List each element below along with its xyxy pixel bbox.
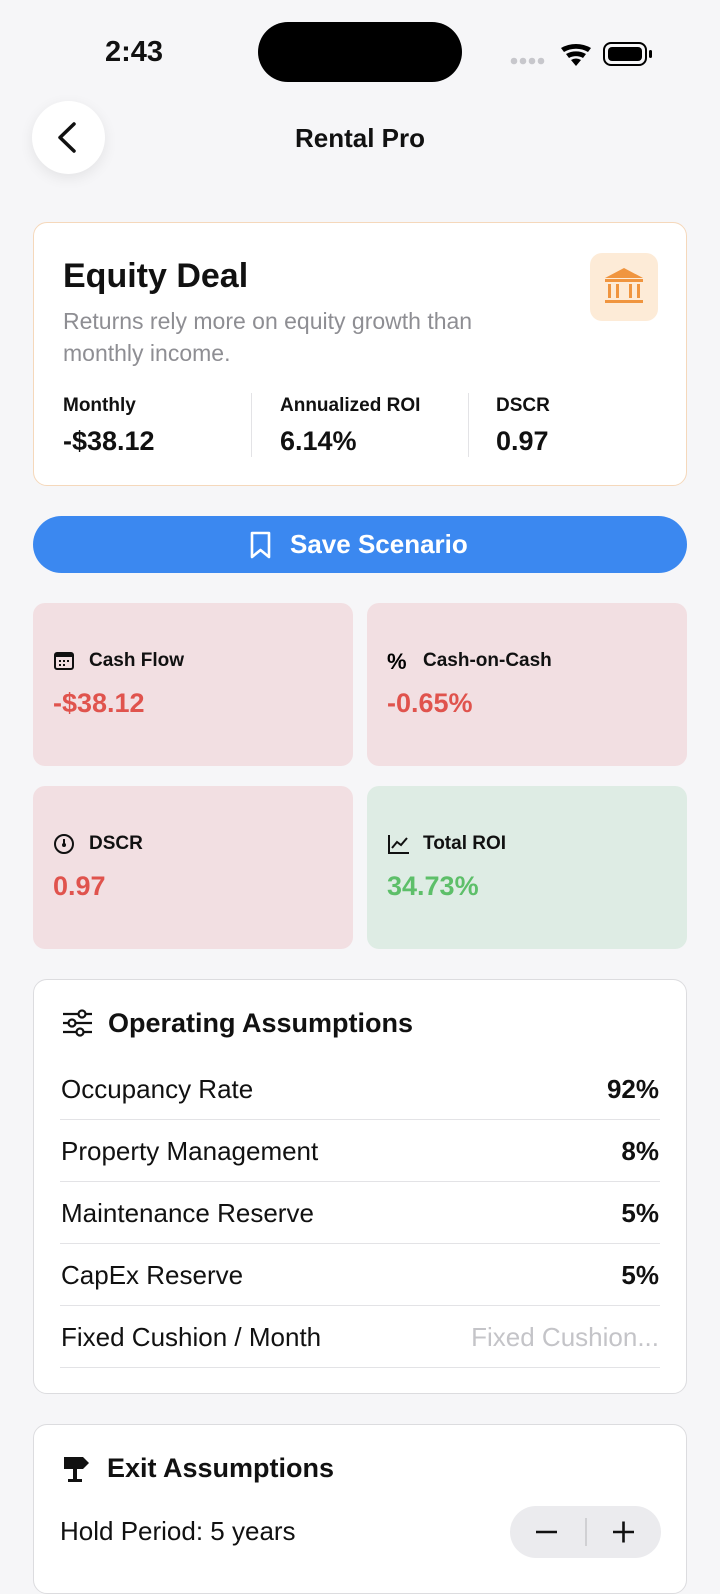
nav-title: Rental Pro <box>294 123 426 153</box>
status-time: 2:43 <box>105 36 164 68</box>
metric-card: DSCR 0.97 <box>33 786 353 949</box>
assumption-row[interactable]: Fixed Cushion / Month Fixed Cushion... <box>34 1322 686 1384</box>
metric-label: DSCR <box>89 833 143 854</box>
percent-icon: % <box>387 650 407 672</box>
divider <box>60 1367 660 1368</box>
status-icons <box>510 42 652 66</box>
stat-label: DSCR <box>496 395 550 416</box>
metric-value: -$38.12 <box>53 688 145 718</box>
section-title: Operating Assumptions <box>108 1008 414 1038</box>
input-placeholder: Fixed Cushion... <box>471 1322 659 1352</box>
metric-label: Cash Flow <box>89 650 185 671</box>
stat-value: -$38.12 <box>63 426 155 456</box>
stepper-icons <box>536 1518 634 1546</box>
divider <box>60 1243 660 1244</box>
sliders-icon <box>63 1009 92 1037</box>
calendar-icon <box>54 652 74 670</box>
row-label: CapEx Reserve <box>61 1260 244 1290</box>
metric-card: Cash Flow -$38.12 <box>33 603 353 766</box>
section-title: Exit Assumptions <box>107 1453 335 1483</box>
back-button[interactable] <box>32 101 105 174</box>
svg-text:%: % <box>387 650 407 672</box>
metric-label: Cash-on-Cash <box>423 650 552 671</box>
metric-value: 0.97 <box>53 871 106 901</box>
exit-card: Exit Assumptions Hold Period: 5 years <box>33 1424 687 1594</box>
deal-description: Returns rely more on equity growth than … <box>63 308 473 366</box>
row-label: Maintenance Reserve <box>61 1198 314 1228</box>
stat-label: Annualized ROI <box>280 395 421 416</box>
bookmark-icon <box>250 531 271 559</box>
metric-value: -0.65% <box>387 688 473 718</box>
chart-icon <box>388 835 409 854</box>
row-label: Occupancy Rate <box>61 1074 254 1104</box>
hold-period: Hold Period: 5 years <box>60 1516 296 1546</box>
dynamic-island <box>258 22 462 82</box>
assumption-row[interactable]: Property Management 8% <box>34 1136 686 1198</box>
stat-value: 6.14% <box>280 426 357 456</box>
signpost-icon <box>64 1457 89 1482</box>
metric-card: % Cash-on-Cash -0.65% <box>367 603 687 766</box>
stat-label: Monthly <box>63 395 136 416</box>
divider <box>251 393 252 457</box>
deal-icon <box>590 253 658 321</box>
stepper <box>510 1506 661 1558</box>
deal-card: Equity Deal Returns rely more on equity … <box>33 222 687 486</box>
back-icon <box>58 122 76 153</box>
metric-card: Total ROI 34.73% <box>367 786 687 949</box>
deal-title: Equity Deal <box>63 257 249 295</box>
assumption-row[interactable]: Maintenance Reserve 5% <box>34 1198 686 1260</box>
metric-label: Total ROI <box>423 833 507 854</box>
save-button[interactable]: Save Scenario <box>33 516 687 573</box>
assumption-row[interactable]: CapEx Reserve 5% <box>34 1260 686 1322</box>
gauge-icon <box>54 834 74 854</box>
row-label: Fixed Cushion / Month <box>61 1322 322 1352</box>
row-value: 92% <box>606 1074 659 1104</box>
divider <box>60 1181 660 1182</box>
row-label: Property Management <box>61 1136 319 1166</box>
save-label: Save Scenario <box>290 529 468 559</box>
metric-value: 34.73% <box>387 871 479 901</box>
row-value: 5% <box>621 1198 659 1228</box>
divider <box>60 1305 660 1306</box>
increment-button[interactable] <box>613 1521 634 1543</box>
assumption-row[interactable]: Occupancy Rate 92% <box>34 1074 686 1136</box>
divider <box>468 393 469 457</box>
bank-icon <box>605 268 643 303</box>
divider <box>60 1119 660 1120</box>
row-value: 5% <box>621 1260 659 1290</box>
row-value: 8% <box>621 1136 659 1166</box>
stat-value: 0.97 <box>496 426 549 456</box>
operating-card: Operating Assumptions Occupancy Rate 92%… <box>33 979 687 1394</box>
